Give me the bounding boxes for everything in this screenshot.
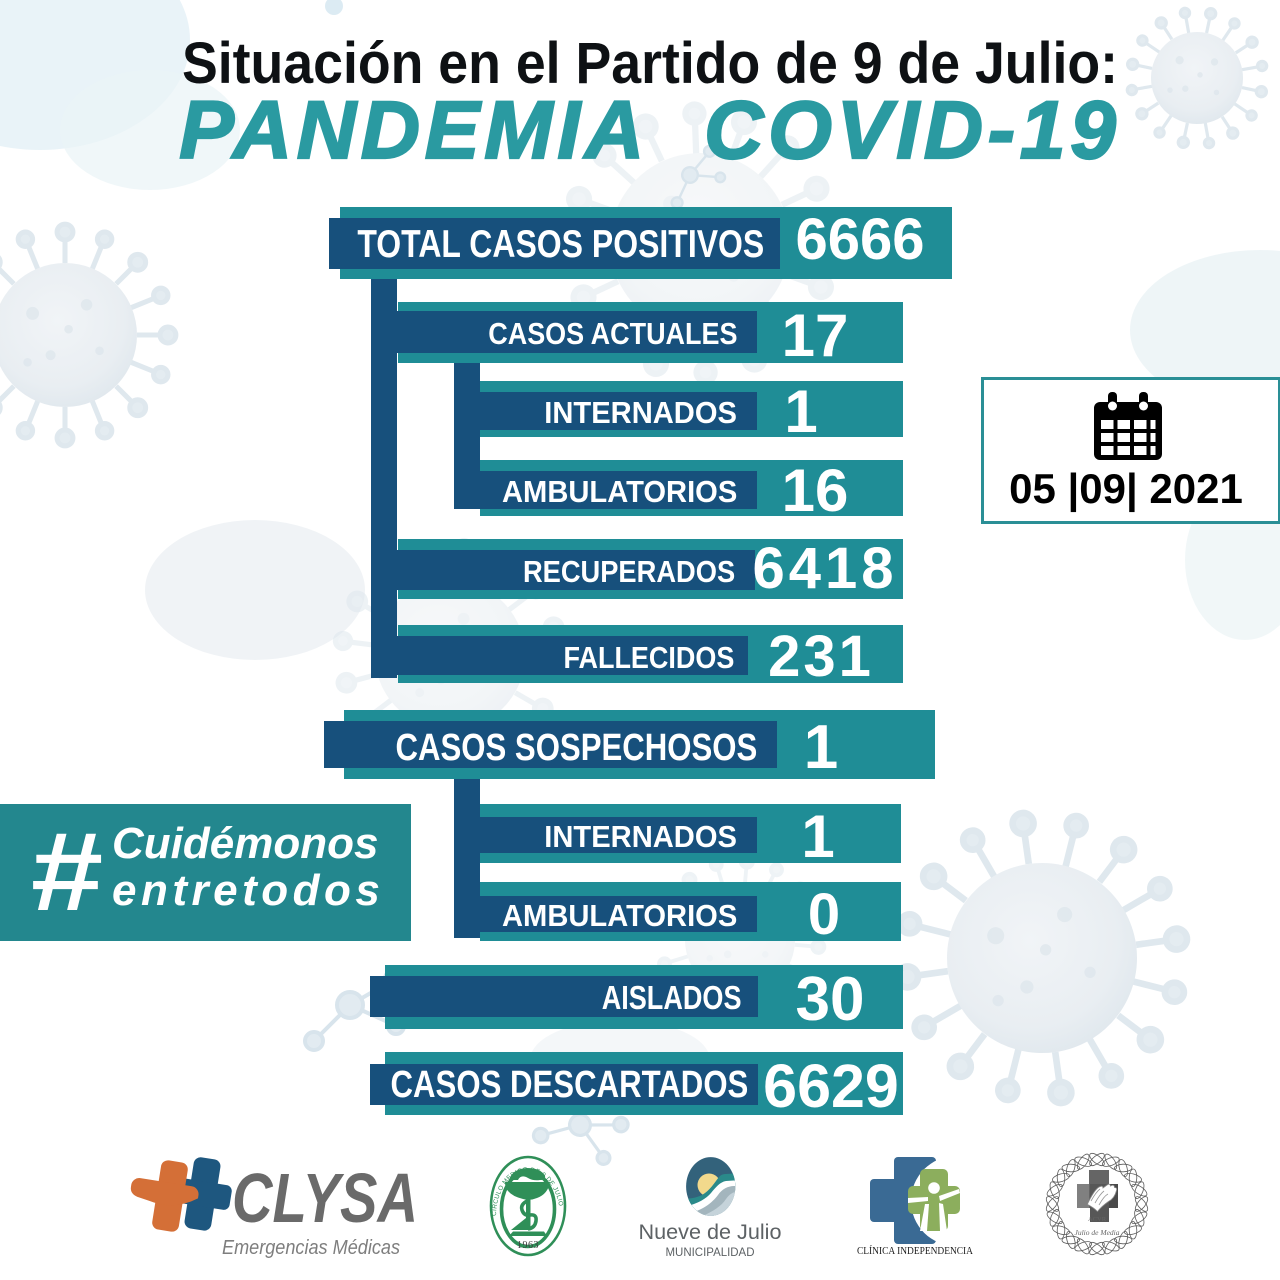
svg-text:MUNICIPALIDAD: MUNICIPALIDAD	[666, 1247, 755, 1259]
svg-text:CLYSA: CLYSA	[232, 1160, 418, 1237]
svg-text:Julio de Media: Julio de Media	[1075, 1228, 1120, 1237]
svg-text:Nueve de Julio: Nueve de Julio	[639, 1221, 782, 1244]
svg-text:CLÍNICA INDEPENDENCIA: CLÍNICA INDEPENDENCIA	[857, 1245, 973, 1257]
svg-text:ACVR: ACVR	[1088, 1216, 1107, 1223]
svg-text:1963: 1963	[517, 1240, 539, 1251]
svg-text:Emergencias Médicas: Emergencias Médicas	[222, 1237, 400, 1259]
